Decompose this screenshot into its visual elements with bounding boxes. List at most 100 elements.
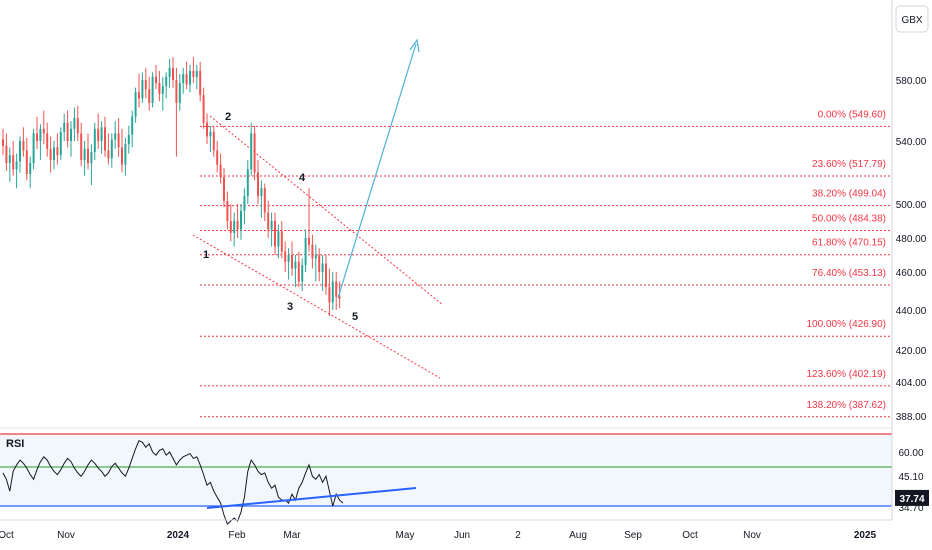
candle-body: [189, 70, 191, 85]
time-axis[interactable]: Oct Nov 2024 Feb Mar May Jun 2 Aug Sep Oct Nov 2025: [0, 519, 892, 541]
channel-lower-line: [192, 234, 441, 379]
price-pane[interactable]: 0.00% (549.60) 23.60% (517.79) 38.20% (499…: [0, 38, 892, 429]
candle-body: [267, 212, 270, 230]
candle-body: [83, 148, 86, 160]
rsi-title: RSI: [6, 438, 24, 450]
candle-body: [148, 89, 151, 103]
price-tick-label: 404.00: [896, 378, 927, 389]
time-tick-label: Jun: [454, 530, 470, 541]
candle-body: [328, 287, 331, 303]
candle-body: [229, 221, 232, 233]
candle-body: [270, 221, 273, 230]
candle-body: [63, 122, 66, 132]
rsi-tick-label: 60.00: [898, 448, 923, 459]
candle-body: [56, 147, 59, 156]
time-tick-label: 2024: [167, 530, 190, 541]
candle-body: [2, 139, 4, 146]
candle-body: [325, 263, 327, 288]
candle-body: [19, 141, 21, 162]
candle-body: [15, 161, 18, 170]
rsi-current-badge: [895, 489, 929, 506]
candle-body: [87, 148, 89, 164]
candle-body: [36, 133, 38, 141]
candle-body: [80, 133, 83, 160]
price-axis[interactable]: 580.00 540.00 500.00 480.00 460.00 440.00 420.…: [891, 0, 929, 520]
candle-body: [12, 155, 15, 170]
candle-body: [49, 148, 52, 160]
candle-body: [223, 177, 225, 201]
fib-level-label: 138.20% (387.62): [806, 400, 886, 411]
time-tick-label: Oct: [682, 530, 698, 541]
fib-level-label: 38.20% (499.04): [812, 189, 886, 200]
candle-body: [131, 116, 134, 135]
candle-body: [192, 70, 195, 77]
candle-body: [321, 263, 324, 272]
rsi-band: [0, 434, 892, 506]
candle-body: [246, 169, 249, 197]
currency-badge[interactable]: GBX: [895, 5, 929, 33]
time-tick-label: Nov: [57, 530, 75, 541]
candle-body: [301, 265, 304, 282]
projection-arrow-head: [409, 38, 420, 53]
candle-body: [240, 210, 242, 230]
rsi-trendline: [206, 487, 417, 509]
price-tick-label: 500.00: [896, 200, 927, 211]
candle-body: [39, 128, 42, 141]
candle-body: [32, 133, 35, 164]
candle-body: [70, 128, 72, 141]
time-tick-label: Mar: [283, 530, 301, 541]
candle-body: [107, 150, 110, 159]
fib-level-label: 0.00% (549.60): [818, 109, 886, 120]
candle-body: [90, 152, 93, 164]
time-tick-label: 2025: [854, 530, 877, 541]
candle-body: [209, 131, 212, 137]
candle-body: [195, 70, 198, 77]
candle-body: [178, 83, 181, 103]
candle-body: [144, 80, 147, 90]
candle-body: [253, 133, 256, 173]
candle-body: [182, 73, 185, 84]
candle-body: [8, 155, 11, 164]
candle-body: [311, 244, 314, 259]
candle-body: [199, 70, 202, 96]
candle-body: [155, 76, 157, 84]
candle-body: [233, 221, 236, 233]
wave-label: 4: [299, 172, 306, 184]
wave-label: 3: [287, 301, 293, 313]
candle-body: [161, 86, 164, 94]
candle-body: [277, 231, 280, 247]
candle-body: [206, 122, 208, 137]
candle-body: [335, 281, 338, 297]
candle-body: [165, 76, 168, 87]
time-tick-label: Sep: [624, 530, 642, 541]
candle-body: [76, 118, 79, 134]
candle-body: [284, 251, 287, 262]
fib-level-label: 50.00% (484.38): [812, 214, 886, 225]
candle-body: [212, 131, 215, 151]
candle-body: [124, 144, 127, 165]
candle-body: [260, 188, 263, 197]
candle-body: [291, 255, 293, 269]
fib-level-label: 76.40% (453.13): [812, 268, 886, 279]
candle-body: [243, 196, 246, 211]
candle-body: [121, 147, 123, 165]
candle-body: [22, 141, 25, 151]
candle-body: [304, 238, 307, 266]
time-tick-label: 2: [515, 530, 521, 541]
rsi-pane[interactable]: [0, 433, 892, 525]
candle-body: [308, 238, 310, 245]
rsi-tick-label: 34.70: [898, 503, 923, 514]
price-tick-label: 540.00: [896, 137, 927, 148]
time-tick-label: Oct: [0, 530, 14, 541]
candle-body: [314, 255, 317, 259]
time-tick-label: Nov: [743, 530, 761, 541]
price-tick-label: 580.00: [896, 76, 927, 87]
fib-level-label: 23.60% (517.79): [812, 159, 886, 170]
candle-body: [138, 92, 140, 99]
candle-body: [250, 133, 253, 170]
candle-body: [46, 133, 49, 149]
candle-body: [297, 261, 300, 282]
candle-body: [158, 83, 161, 94]
candle-body: [216, 150, 219, 165]
rsi-current-value: 37.74: [899, 494, 924, 505]
